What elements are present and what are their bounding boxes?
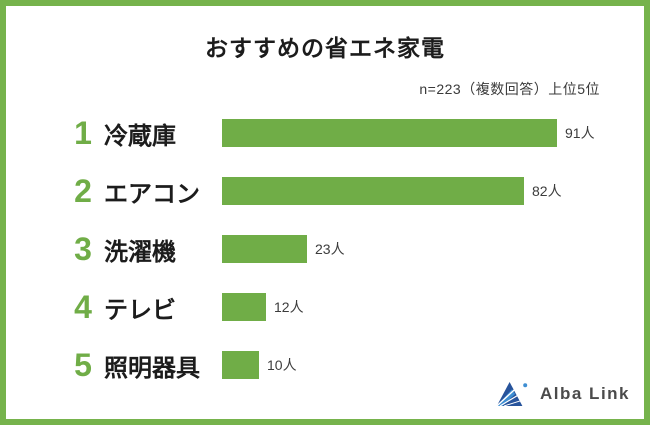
value-label: 23人 xyxy=(315,241,345,257)
bar-track: 91人 xyxy=(222,119,624,147)
bar-chart: 1 冷蔵庫 91人 2 エアコン 82人 3 洗濯機 23人 4 テレビ 12人… xyxy=(64,104,624,394)
bar-track: 10人 xyxy=(222,351,624,379)
bar xyxy=(222,119,557,147)
logo-text: Alba Link xyxy=(540,384,631,403)
bar-track: 12人 xyxy=(222,293,624,321)
rank-number: 4 xyxy=(74,289,92,325)
bar xyxy=(222,351,259,379)
value-label: 82人 xyxy=(532,183,562,199)
rank-number: 3 xyxy=(74,231,92,267)
bar-track: 23人 xyxy=(222,235,624,263)
sample-size-note: n=223（複数回答）上位5位 xyxy=(419,81,600,97)
chart-row: 3 洗濯機 23人 xyxy=(64,220,624,278)
bar xyxy=(222,293,266,321)
chart-title: おすすめの省エネ家電 xyxy=(205,35,445,61)
alba-link-logo: Alba Link xyxy=(496,379,630,409)
chart-row: 4 テレビ 12人 xyxy=(64,278,624,336)
value-label: 10人 xyxy=(267,357,297,373)
rank-number: 1 xyxy=(74,115,92,151)
rank-number: 5 xyxy=(74,347,92,383)
category-label: 照明器具 xyxy=(104,354,200,382)
chart-row: 2 エアコン 82人 xyxy=(64,162,624,220)
alba-link-sail-icon xyxy=(496,382,528,407)
value-label: 12人 xyxy=(274,299,304,315)
category-label: テレビ xyxy=(104,296,176,324)
chart-row: 1 冷蔵庫 91人 xyxy=(64,104,624,162)
bar xyxy=(222,177,524,205)
value-label: 91人 xyxy=(565,125,595,141)
category-label: 洗濯機 xyxy=(104,238,176,266)
bar xyxy=(222,235,307,263)
chart-row: 5 照明器具 10人 xyxy=(64,336,624,394)
category-label: エアコン xyxy=(104,180,200,208)
rank-number: 2 xyxy=(74,173,92,209)
bar-track: 82人 xyxy=(222,177,624,205)
category-label: 冷蔵庫 xyxy=(104,122,176,150)
